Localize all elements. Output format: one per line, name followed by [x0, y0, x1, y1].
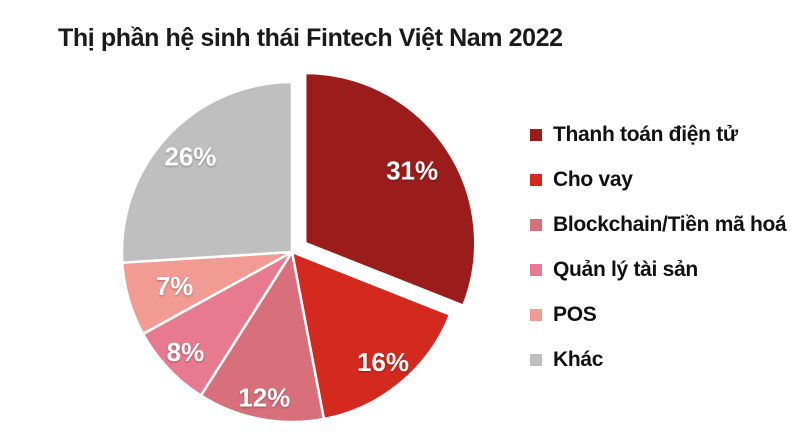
- legend-item-2: Cho vay: [530, 168, 786, 192]
- legend-item-1: Thanh toán điện tử: [530, 123, 786, 147]
- pie-slice-value-label: 16%: [357, 347, 409, 377]
- chart-legend: Thanh toán điện tử Cho vay Blockchain/Tiền…: [530, 123, 787, 372]
- legend-swatch-icon: [530, 264, 542, 276]
- pie-slice-2: [290, 250, 452, 421]
- pie-slice-6: [120, 80, 294, 264]
- legend-item-4: Quản lý tài sản: [530, 258, 786, 282]
- legend-label: Quản lý tài sản: [553, 258, 698, 281]
- chart-title: Thị phần hệ sinh thái Fintech Việt Nam 2…: [58, 24, 563, 52]
- pie-slice-1: [303, 71, 477, 307]
- legend-item-5: POS: [530, 303, 786, 327]
- legend-swatch-icon: [530, 354, 542, 366]
- legend-swatch-icon: [530, 129, 542, 141]
- legend-swatch-icon: [530, 309, 542, 321]
- legend-label: Blockchain/Tiền mã hoá: [553, 213, 787, 236]
- legend-label: Cho vay: [553, 168, 633, 191]
- legend-item-3: Blockchain/Tiền mã hoá: [530, 213, 787, 237]
- pie-slice-value-label: 12%: [238, 382, 290, 412]
- legend-swatch-icon: [530, 219, 542, 231]
- legend-item-6: Khác: [530, 348, 786, 372]
- legend-label: Khác: [553, 348, 604, 371]
- legend-label: POS: [553, 303, 597, 326]
- legend-label: Thanh toán điện tử: [553, 123, 738, 146]
- pie-slice-value-label: 7%: [156, 271, 194, 301]
- pie-slice-value-label: 31%: [386, 155, 438, 185]
- legend-swatch-icon: [530, 174, 542, 186]
- pie-slice-value-label: 8%: [167, 337, 205, 367]
- pie-slice-3: [199, 250, 326, 424]
- pie-slice-value-label: 26%: [164, 142, 216, 172]
